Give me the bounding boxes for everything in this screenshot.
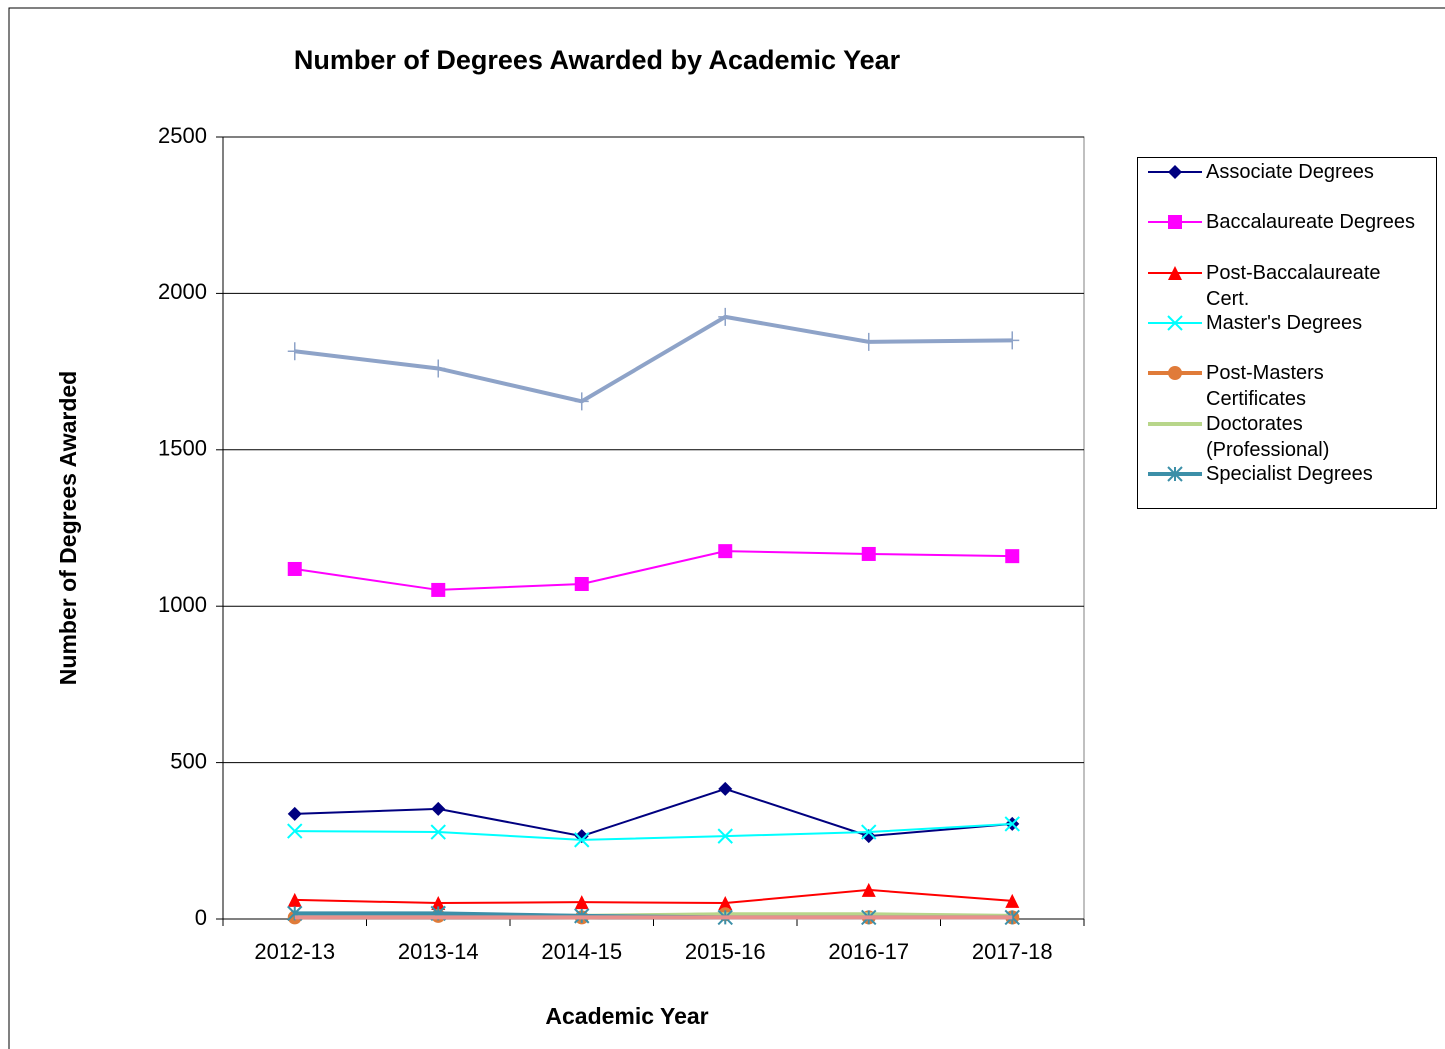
x-tick-label: 2016-17	[828, 939, 909, 964]
x-tick-label: 2013-14	[398, 939, 479, 964]
marker	[574, 895, 589, 910]
marker	[574, 832, 590, 848]
legend-key	[1148, 366, 1202, 381]
legend-entry: Baccalaureate Degrees	[1146, 208, 1436, 258]
marker	[287, 806, 302, 821]
marker	[431, 359, 446, 378]
legend-label: Post-Baccalaureate Cert.	[1206, 261, 1381, 310]
marker	[1004, 816, 1020, 832]
legend-key	[1148, 315, 1202, 331]
y-tick-label: 1000	[158, 592, 207, 617]
legend-entry: Master's Degrees	[1146, 309, 1436, 359]
marker	[287, 823, 303, 839]
legend-key	[1148, 466, 1202, 482]
marker	[1167, 466, 1183, 482]
marker	[287, 561, 302, 576]
marker	[1168, 265, 1182, 280]
marker	[718, 896, 733, 911]
marker	[431, 582, 446, 597]
series-line	[294, 787, 1013, 838]
legend-label: Post-Masters Certificates	[1206, 362, 1324, 411]
x-tick-label: 2017-18	[972, 939, 1053, 964]
marker	[430, 824, 446, 840]
marker	[1168, 165, 1182, 179]
series-line	[294, 314, 1013, 404]
marker	[717, 828, 733, 844]
legend-label: Associate Degrees	[1206, 161, 1374, 183]
x-tick-label: 2014-15	[541, 939, 622, 964]
marker	[718, 544, 733, 559]
marker	[1005, 549, 1020, 564]
legend-label: Specialist Degrees	[1206, 462, 1373, 485]
marker	[1005, 331, 1020, 350]
marker	[1168, 215, 1182, 230]
x-tick-label: 2015-16	[685, 939, 766, 964]
y-tick-label: 1500	[158, 436, 207, 461]
y-tick-label: 2000	[158, 279, 207, 304]
y-tick-label: 2500	[158, 123, 207, 148]
legend-key	[1148, 265, 1202, 280]
series-line	[294, 888, 1013, 905]
legend-entry: Post-Baccalaureate Cert.	[1146, 259, 1436, 310]
legend-label: Doctorates (Professional)	[1206, 412, 1330, 461]
marker	[861, 882, 876, 897]
y-tick-label: 0	[195, 905, 207, 930]
legend-label: Master's Degrees	[1206, 311, 1363, 334]
legend-entry: Doctorates (Professional)	[1146, 410, 1436, 461]
y-axis-title: Number of Degrees Awarded	[55, 371, 81, 685]
chart-title: Number of Degrees Awarded by Academic Ye…	[294, 45, 901, 75]
legend-key	[1148, 215, 1202, 230]
legend-entry: Post-Masters Certificates	[1146, 359, 1436, 411]
marker	[861, 546, 876, 561]
marker	[1005, 893, 1020, 908]
legend-entry: Specialist Degrees	[1146, 460, 1436, 510]
marker	[1167, 315, 1183, 331]
legend-label: Baccalaureate Degrees	[1206, 211, 1416, 234]
legend-key	[1148, 165, 1202, 179]
x-tick-label: 2012-13	[254, 939, 335, 964]
x-axis-title: Academic Year	[545, 1003, 708, 1029]
marker	[574, 576, 589, 591]
marker	[861, 824, 877, 840]
legend-entry: Associate Degrees	[1146, 158, 1436, 208]
y-tick-label: 500	[170, 748, 207, 773]
series-line	[294, 550, 1013, 591]
marker	[287, 342, 302, 361]
legend-key	[1148, 421, 1202, 426]
marker	[287, 892, 302, 907]
series-line	[294, 822, 1013, 841]
marker	[1168, 366, 1182, 381]
legend: Associate Degrees Baccalaureate Degrees Po…	[1137, 157, 1437, 509]
marker	[431, 801, 446, 816]
marker	[431, 896, 446, 911]
marker	[718, 307, 733, 326]
marker	[574, 392, 589, 411]
marker	[861, 332, 876, 351]
marker	[718, 781, 733, 796]
